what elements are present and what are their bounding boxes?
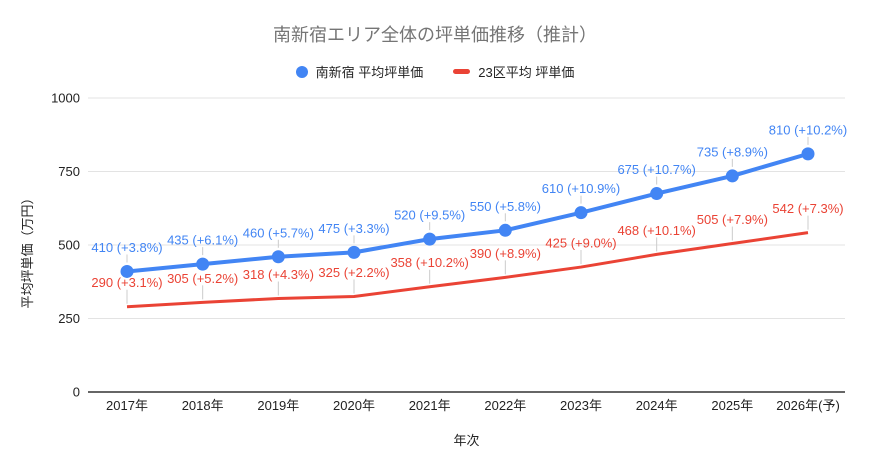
series-line-23ku-average <box>126 231 809 309</box>
y-tick-label: 500 <box>58 238 80 253</box>
data-label-23ku-average: 542 (+7.3%) <box>772 201 843 216</box>
series-circle-marker-icon <box>295 65 308 78</box>
x-tick-label: 2024年 <box>636 398 678 413</box>
data-label-23ku-average: 425 (+9.0%) <box>545 236 616 251</box>
x-tick-label: 2022年 <box>484 398 526 413</box>
y-tick-label: 250 <box>58 311 80 326</box>
x-tick-label: 2017年 <box>106 398 148 413</box>
x-axis-title: 年次 <box>453 433 479 448</box>
data-point-minami-shinjuku[interactable] <box>120 264 134 278</box>
series-line-marker-icon <box>453 69 471 74</box>
chart-title: 南新宿エリア全体の坪単価推移（推計） <box>273 25 597 45</box>
x-tick-label: 2020年 <box>333 398 375 413</box>
data-label-minami-shinjuku: 435 (+6.1%) <box>167 233 238 248</box>
legend-label-23ku-average: 23区平均 坪単価 <box>478 65 575 80</box>
data-point-minami-shinjuku[interactable] <box>498 223 512 237</box>
data-point-minami-shinjuku[interactable] <box>423 232 437 246</box>
x-tick-label: 2025年 <box>711 398 753 413</box>
data-label-minami-shinjuku: 550 (+5.8%) <box>470 199 541 214</box>
x-tick-label: 2026年(予) <box>776 398 840 413</box>
data-label-23ku-average: 390 (+8.9%) <box>470 246 541 261</box>
data-label-23ku-average: 318 (+4.3%) <box>243 267 314 282</box>
legend-item-23ku-average[interactable]: 23区平均 坪単価 <box>453 62 574 81</box>
data-label-minami-shinjuku: 675 (+10.7%) <box>617 162 695 177</box>
data-point-minami-shinjuku[interactable] <box>650 187 664 201</box>
y-axis-title: 平均坪単価（万円） <box>20 191 35 308</box>
legend-item-minami-shinjuku[interactable]: 南新宿 平均坪単価 <box>295 62 424 81</box>
data-point-minami-shinjuku[interactable] <box>347 245 361 259</box>
data-label-minami-shinjuku: 735 (+8.9%) <box>697 144 768 159</box>
series-line-minami-shinjuku <box>126 151 809 274</box>
data-label-23ku-average: 290 (+3.1%) <box>91 275 162 290</box>
y-tick-label: 0 <box>73 385 80 400</box>
data-label-23ku-average: 305 (+5.2%) <box>167 271 238 286</box>
x-tick-label: 2018年 <box>182 398 224 413</box>
data-label-minami-shinjuku: 475 (+3.3%) <box>318 221 389 236</box>
data-label-23ku-average: 325 (+2.2%) <box>318 265 389 280</box>
data-point-minami-shinjuku[interactable] <box>574 206 588 220</box>
data-point-minami-shinjuku[interactable] <box>725 169 739 183</box>
data-label-minami-shinjuku: 810 (+10.2%) <box>769 122 847 137</box>
legend-label-minami-shinjuku: 南新宿 平均坪単価 <box>315 65 424 80</box>
data-label-23ku-average: 505 (+7.9%) <box>697 212 768 227</box>
data-label-23ku-average: 358 (+10.2%) <box>390 255 468 270</box>
x-tick-label: 2023年 <box>560 398 602 413</box>
x-tick-label: 2019年 <box>257 398 299 413</box>
data-point-minami-shinjuku[interactable] <box>801 147 815 161</box>
data-label-minami-shinjuku: 610 (+10.9%) <box>542 181 620 196</box>
data-label-minami-shinjuku: 520 (+9.5%) <box>394 208 465 223</box>
data-point-minami-shinjuku[interactable] <box>271 250 285 264</box>
y-tick-label: 750 <box>58 164 80 179</box>
data-point-minami-shinjuku[interactable] <box>196 257 210 271</box>
y-tick-label: 1000 <box>51 91 80 106</box>
x-tick-label: 2021年 <box>409 398 451 413</box>
data-label-minami-shinjuku: 460 (+5.7%) <box>243 225 314 240</box>
data-label-23ku-average: 468 (+10.1%) <box>617 223 695 238</box>
data-label-minami-shinjuku: 410 (+3.8%) <box>91 240 162 255</box>
chart-legend: 南新宿 平均坪単価 23区平均 坪単価 <box>0 62 870 81</box>
